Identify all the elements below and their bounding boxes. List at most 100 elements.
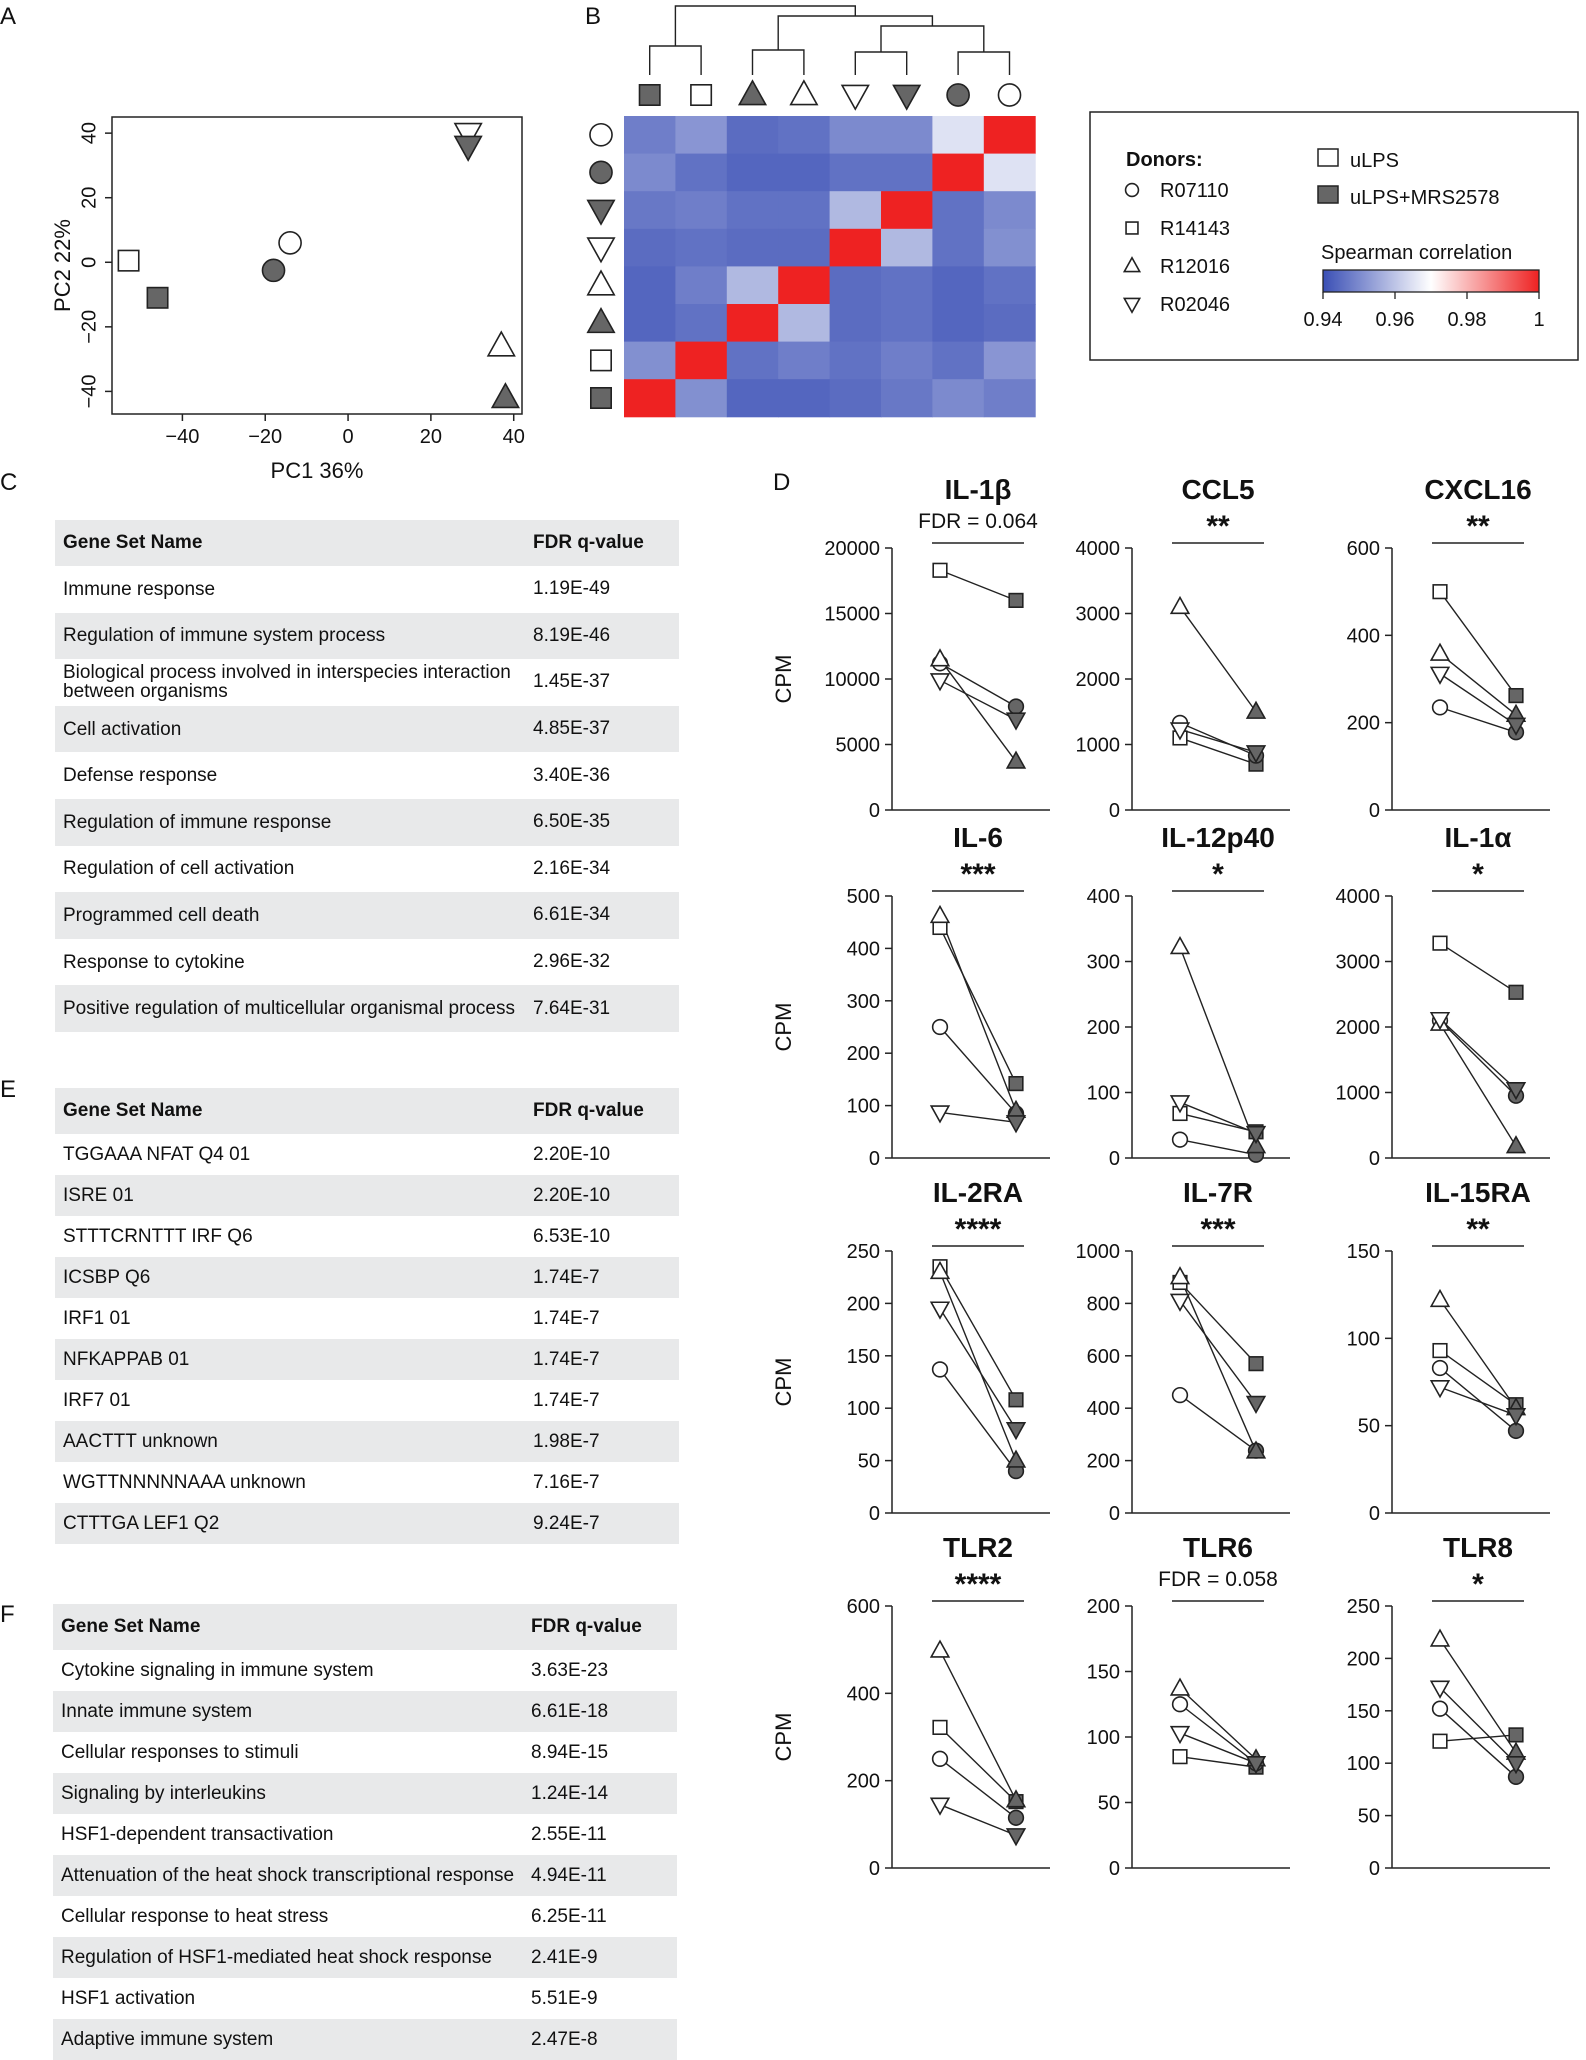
heatmap-cell xyxy=(675,304,728,343)
heatmap-column-symbol xyxy=(737,79,768,106)
paired-line xyxy=(1439,1639,1517,1754)
gene-set-name: IRF7 01 xyxy=(63,1390,131,1411)
y-tick-label: 0 xyxy=(1109,1148,1120,1170)
heatmap-cell xyxy=(983,191,1036,230)
heatmap-cell xyxy=(881,228,933,267)
dendrogram-branch xyxy=(880,25,985,52)
gene-set-name: AACTTT unknown xyxy=(55,1421,525,1462)
heatmap-cell xyxy=(829,304,882,343)
table-row: Regulation of HSF1-mediated heat shock r… xyxy=(53,1937,677,1978)
significance-label: * xyxy=(1472,1568,1484,1601)
heatmap-cell xyxy=(983,116,1036,155)
paired-line xyxy=(1439,653,1517,716)
pca-scatter-plot: −40 −20 0 20 40 −40 −20 0 20 40 PC1 36% PC2 22% xyxy=(50,116,525,483)
y-tick-label: 300 xyxy=(1087,952,1120,974)
table-row: Adaptive immune system 2.47E-8 xyxy=(53,2019,677,2060)
data-point-ulps xyxy=(929,673,951,692)
fdr-q-value: 7.64E-31 xyxy=(525,985,679,1032)
heatmap-column-symbol xyxy=(997,83,1022,107)
y-tick-label: 150 xyxy=(847,1346,880,1368)
heatmap-row-symbol xyxy=(586,199,616,226)
heatmap-cell xyxy=(829,191,882,230)
cpm-subplot: 0 50 100 150 200 250 TLR8 * xyxy=(1347,1532,1550,1880)
heatmap-cell xyxy=(778,379,831,418)
y-tick-label: 0 xyxy=(1109,1858,1120,1880)
significance-label: **** xyxy=(955,1568,1002,1601)
gene-title: CCL5 xyxy=(1181,474,1254,505)
data-point-ulps-mrs2578 xyxy=(1005,1421,1027,1441)
pca-point-r07110-filled xyxy=(261,258,286,283)
table-row: WGTTNNNNNAAA unknown 7.16E-7 xyxy=(55,1462,679,1503)
paired-line xyxy=(939,1111,1017,1124)
pca-point-r12016-filled xyxy=(490,382,520,409)
legend-donor-symbol xyxy=(1122,297,1142,314)
gene-set-name: Cellular response to heat stress xyxy=(61,1906,329,1927)
data-point-ulps-mrs2578 xyxy=(1508,687,1524,704)
x-tick-label: 0 xyxy=(342,426,353,448)
y-tick-label: 400 xyxy=(847,1683,880,1705)
data-point-ulps xyxy=(1169,722,1191,741)
data-point-ulps xyxy=(929,1301,951,1320)
table-row: Attenuation of the heat shock transcript… xyxy=(53,1855,677,1896)
data-point-ulps-mrs2578 xyxy=(1508,1727,1524,1743)
fdr-q-value: 2.20E-10 xyxy=(533,1143,611,1165)
fdr-q-value: 6.61E-34 xyxy=(525,892,679,939)
paired-line xyxy=(939,679,1017,721)
heatmap-column-symbol xyxy=(946,83,970,107)
table-header-name: Gene Set Name xyxy=(55,1088,525,1134)
legend-frame xyxy=(1089,111,1579,361)
paired-line xyxy=(1439,942,1517,993)
data-point-ulps xyxy=(1429,1288,1451,1308)
paired-line xyxy=(1439,1708,1517,1778)
gene-set-name: Positive regulation of multicellular org… xyxy=(55,985,525,1032)
gene-set-table-e: Gene Set Name FDR q-value TGGAAA NFAT Q4… xyxy=(55,1088,679,1544)
y-tick-label: 15000 xyxy=(824,604,880,626)
data-point-ulps xyxy=(1432,1342,1448,1359)
data-point-ulps xyxy=(1169,1266,1191,1285)
data-point-ulps xyxy=(1171,1386,1189,1404)
heatmap-cell xyxy=(726,153,779,192)
fdr-q-value: 2.55E-11 xyxy=(531,1823,607,1845)
heatmap-row-symbol xyxy=(589,160,613,185)
y-tick-label: 1000 xyxy=(1076,1241,1121,1263)
table-row: Innate immune system 6.61E-18 xyxy=(53,1691,677,1732)
y-tick-label: 400 xyxy=(1347,625,1380,647)
data-point-ulps xyxy=(1432,1733,1448,1749)
data-point-ulps xyxy=(1429,1011,1451,1031)
heatmap-cell xyxy=(932,116,985,155)
y-tick-label: 20000 xyxy=(824,538,880,560)
dendrogram-branch xyxy=(777,15,934,50)
y-tick-label: 600 xyxy=(1087,1346,1120,1368)
significance-label: **** xyxy=(955,1213,1002,1246)
heatmap-column-symbol xyxy=(690,84,713,107)
panel-letter-d: D xyxy=(773,469,790,496)
colorbar-tick-label: 0.96 xyxy=(1376,309,1415,331)
data-point-ulps-mrs2578 xyxy=(1245,1135,1267,1154)
y-tick-label: 4000 xyxy=(1336,886,1381,908)
data-point-ulps-mrs2578 xyxy=(1005,1449,1027,1468)
y-tick-label: 2000 xyxy=(1336,1017,1381,1039)
y-tick-label: 200 xyxy=(1347,713,1380,735)
heatmap-cell xyxy=(726,116,779,155)
y-tick-label: 400 xyxy=(1087,886,1120,908)
y-tick-label: 10000 xyxy=(824,669,880,691)
y-tick-label: 20 xyxy=(78,187,100,209)
table-row: Regulation of cell activation 2.16E-34 xyxy=(55,846,679,893)
y-tick-label: 400 xyxy=(1087,1398,1120,1420)
data-point-ulps xyxy=(932,1719,948,1735)
paired-line xyxy=(939,1369,1017,1472)
pca-point-r07110-open xyxy=(278,231,302,255)
data-point-ulps xyxy=(1431,699,1449,716)
gene-set-name: Signaling by interleukins xyxy=(53,1773,523,1814)
heatmap-cell xyxy=(829,379,882,418)
heatmap-cell xyxy=(675,153,728,192)
table-row: Biological process involved in interspec… xyxy=(55,659,679,706)
y-tick-label: 4000 xyxy=(1076,538,1121,560)
paired-line xyxy=(1179,1276,1257,1452)
fdr-q-value: 1.74E-7 xyxy=(525,1257,679,1298)
panel-letter-b: B xyxy=(585,3,601,30)
table-row: Cellular response to heat stress 6.25E-11 xyxy=(53,1896,677,1937)
paired-line xyxy=(1439,591,1517,697)
fdr-q-value: 1.74E-7 xyxy=(533,1307,600,1329)
heatmap-cell xyxy=(778,191,831,230)
